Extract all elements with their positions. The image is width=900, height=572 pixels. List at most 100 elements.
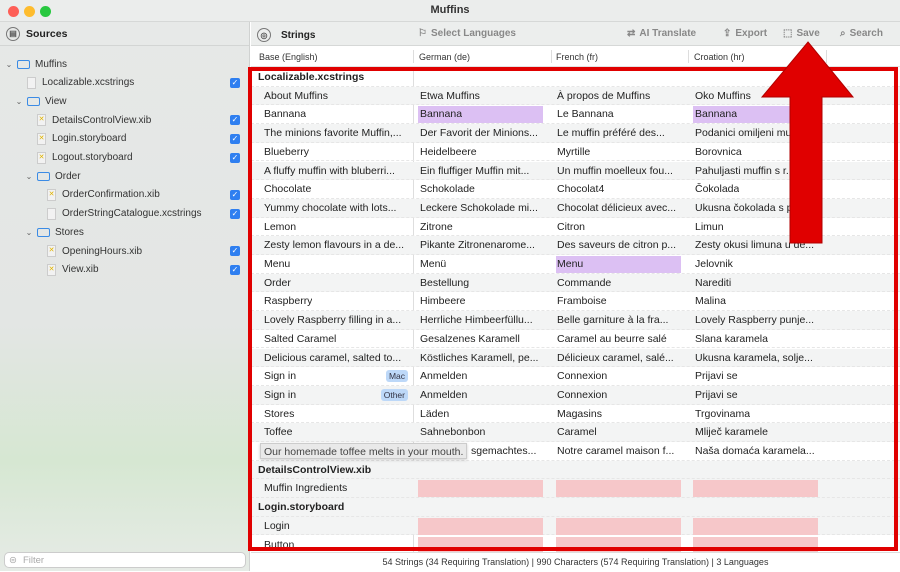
table-row[interactable]: Muffin Ingredients [251,479,900,499]
cell-base[interactable]: The minions favorite Muffin,... [264,127,402,140]
table-row[interactable]: Salted Caramel Gesalzenes Karamell Caramel… [251,330,900,349]
table-row[interactable]: Button [251,536,900,552]
include-checkbox[interactable]: ✓ [230,189,240,200]
cell-german[interactable]: sgemachtes... [471,445,537,457]
column-croatian[interactable]: Croation (hr) [694,52,745,62]
cell-french[interactable]: Connexion [557,388,608,401]
cell-german[interactable]: Heidelbeere [420,145,477,158]
cell-croatian[interactable]: Bannana [695,108,738,121]
cell-base[interactable]: Order [264,276,291,289]
cell-french[interactable]: Des saveurs de citron p... [557,239,677,252]
cell-german[interactable]: Ein fluffiger Muffin mit... [420,164,530,177]
cell-base[interactable]: Toffee [264,426,293,439]
cell-croatian[interactable]: Lovely Raspberry punje... [695,314,815,327]
missing-translation-cell[interactable] [556,480,681,498]
missing-translation-cell[interactable] [556,517,681,535]
cell-croatian[interactable]: Prijavi se [695,370,738,383]
table-row[interactable]: Sign in Anmelden Connexion Prijavi se Other [251,385,900,405]
cell-base[interactable]: Stores [264,407,295,420]
zoom-window-button[interactable] [40,6,51,17]
column-german[interactable]: German (de) [419,52,471,62]
table-row[interactable]: Menu Menü Menu Jelovnik [251,255,900,274]
cell-base[interactable]: Blueberry [264,145,309,158]
table-row[interactable]: Order Bestellung Commande Narediti [251,273,900,293]
cell-french[interactable]: Chocolat délicieux avec... [557,201,677,214]
cell-base[interactable]: Bannana [264,108,307,121]
cell-french[interactable]: Myrtille [557,145,591,158]
cell-french[interactable]: Caramel [557,426,597,439]
chevron-down-icon[interactable]: ⌄ [25,171,33,181]
cell-german[interactable]: Bannana [420,108,463,121]
tree-item[interactable]: ✕ Logout.storyboard ✓ [0,149,250,167]
cell-german[interactable]: Köstliches Karamell, pe... [420,351,539,364]
cell-croatian[interactable]: Pahuljasti muffin s r... [695,164,795,177]
cell-german[interactable]: Der Favorit der Minions... [420,127,538,140]
table-row[interactable]: Lovely Raspberry filling in a... Herrlich… [251,311,900,330]
cell-croatian[interactable]: Narediti [695,276,732,289]
tree-item[interactable]: ⌄ Order [0,167,250,185]
cell-german[interactable]: Gesalzenes Karamell [420,332,520,345]
table-row[interactable]: Yummy chocolate with lots... Leckere Scho… [251,198,900,218]
cell-french[interactable]: Connexion [557,370,608,383]
cell-base[interactable]: About Muffins [264,89,329,102]
cell-french[interactable]: Magasins [557,407,602,420]
include-checkbox[interactable]: ✓ [230,77,240,88]
cell-german[interactable]: Menü [420,258,447,270]
ai-translate-button[interactable]: ⇄ AI Translate [627,28,696,39]
export-button[interactable]: ⇪ Export [723,28,767,39]
tree-item[interactable]: Localizable.xcstrings ✓ [0,74,250,92]
cell-german[interactable]: Leckere Schokolade mi... [420,201,538,214]
search-button[interactable]: ⌕ Search [840,28,883,39]
cell-croatian[interactable]: Naša domaća karamela... [695,445,815,457]
cell-german[interactable]: Pikante Zitronenarome... [420,239,535,252]
cell-croatian[interactable]: Slana karamela [695,332,768,345]
cell-french[interactable]: Citron [557,220,586,233]
table-row[interactable]: Chocolate Schokolade Chocolat4 Čokolada [251,180,900,199]
missing-translation-cell[interactable] [418,480,543,498]
cell-croatian[interactable]: Borovnica [695,145,742,158]
cell-base[interactable]: Zesty lemon flavours in a de... [264,239,405,252]
cell-french[interactable]: Chocolat4 [557,183,605,196]
missing-translation-cell[interactable] [693,536,818,552]
cell-base[interactable]: Yummy chocolate with lots... [264,201,397,214]
table-row[interactable]: Zesty lemon flavours in a de... Pikante Z… [251,236,900,255]
cell-french[interactable]: À propos de Muffins [557,89,651,102]
cell-german[interactable]: Himbeere [420,295,466,308]
filter-input[interactable]: ⊜ Filter [4,552,246,568]
tree-item[interactable]: ⌄ View [0,92,250,110]
tree-item[interactable]: OrderStringCatalogue.xcstrings ✓ [0,205,250,223]
cell-french[interactable]: Le muffin préféré des... [557,127,665,140]
cell-french[interactable]: Notre caramel maison f... [557,445,675,457]
cell-croatian[interactable]: Čokolada [695,183,740,196]
include-checkbox[interactable]: ✓ [230,152,240,163]
cell-german[interactable]: Etwa Muffins [420,89,480,102]
tree-item[interactable]: ✕ DetailsControlView.xib ✓ [0,111,250,129]
cell-base[interactable]: Lemon [264,220,297,233]
cell-croatian[interactable]: Limun [695,220,724,233]
table-row[interactable]: Bannana Bannana Le Bannana Bannana [251,105,900,125]
table-row[interactable]: Blueberry Heidelbeere Myrtille Borovnica [251,143,900,162]
include-checkbox[interactable]: ✓ [230,208,240,219]
table-row[interactable]: Login [251,516,900,536]
cell-french[interactable]: Framboise [557,295,607,308]
save-button[interactable]: ⬚ Save [783,28,820,39]
cell-croatian[interactable]: Ukusna karamela, solje... [695,351,813,364]
cell-base[interactable]: Lovely Raspberry filling in a... [264,314,402,327]
cell-french[interactable]: Menu [557,258,584,270]
cell-croatian[interactable]: Ukusna čokolada s p... [695,201,802,214]
cell-base[interactable]: Raspberry [264,295,313,308]
cell-german[interactable]: Bestellung [420,276,470,289]
include-checkbox[interactable]: ✓ [230,264,240,275]
cell-french[interactable]: Un muffin moelleux fou... [557,164,673,177]
chevron-down-icon[interactable]: ⌄ [25,227,33,237]
cell-german[interactable]: Zitrone [420,220,453,233]
cell-base[interactable]: Chocolate [264,183,312,196]
tree-item[interactable]: ✕ OrderConfirmation.xib ✓ [0,186,250,204]
table-row[interactable]: About Muffins Etwa Muffins À propos de Muf… [251,86,900,106]
cell-base[interactable]: Button [264,538,295,551]
table-row[interactable]: Lemon Zitrone Citron Limun [251,218,900,237]
cell-base[interactable]: Muffin Ingredients [264,482,348,495]
cell-german[interactable]: Herrliche Himbeerfüllu... [420,314,533,327]
cell-french[interactable]: Le Bannana [557,108,614,121]
include-checkbox[interactable]: ✓ [230,246,240,256]
